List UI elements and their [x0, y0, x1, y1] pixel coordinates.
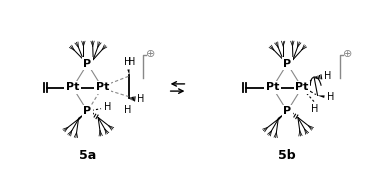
Text: H: H: [129, 57, 136, 67]
Text: P: P: [283, 106, 291, 116]
Text: H: H: [327, 92, 334, 102]
Polygon shape: [78, 111, 87, 120]
Text: H: H: [124, 105, 131, 115]
Text: P: P: [84, 59, 91, 69]
Text: Pt: Pt: [96, 82, 109, 93]
Polygon shape: [127, 69, 130, 75]
Text: P: P: [283, 59, 291, 69]
Text: Pt: Pt: [295, 82, 309, 93]
Text: H: H: [104, 102, 111, 112]
Text: Pt: Pt: [266, 82, 279, 93]
Text: $\oplus$: $\oplus$: [145, 48, 155, 60]
Text: H: H: [311, 104, 319, 114]
Polygon shape: [318, 95, 325, 98]
Text: H: H: [324, 71, 332, 81]
Text: Pt: Pt: [66, 82, 79, 93]
Polygon shape: [277, 111, 287, 120]
Text: $\oplus$: $\oplus$: [342, 48, 352, 60]
Text: P: P: [84, 106, 91, 116]
Text: 5b: 5b: [279, 149, 296, 162]
Text: H: H: [138, 94, 145, 104]
Text: H: H: [124, 57, 132, 67]
Text: 5a: 5a: [79, 149, 96, 162]
